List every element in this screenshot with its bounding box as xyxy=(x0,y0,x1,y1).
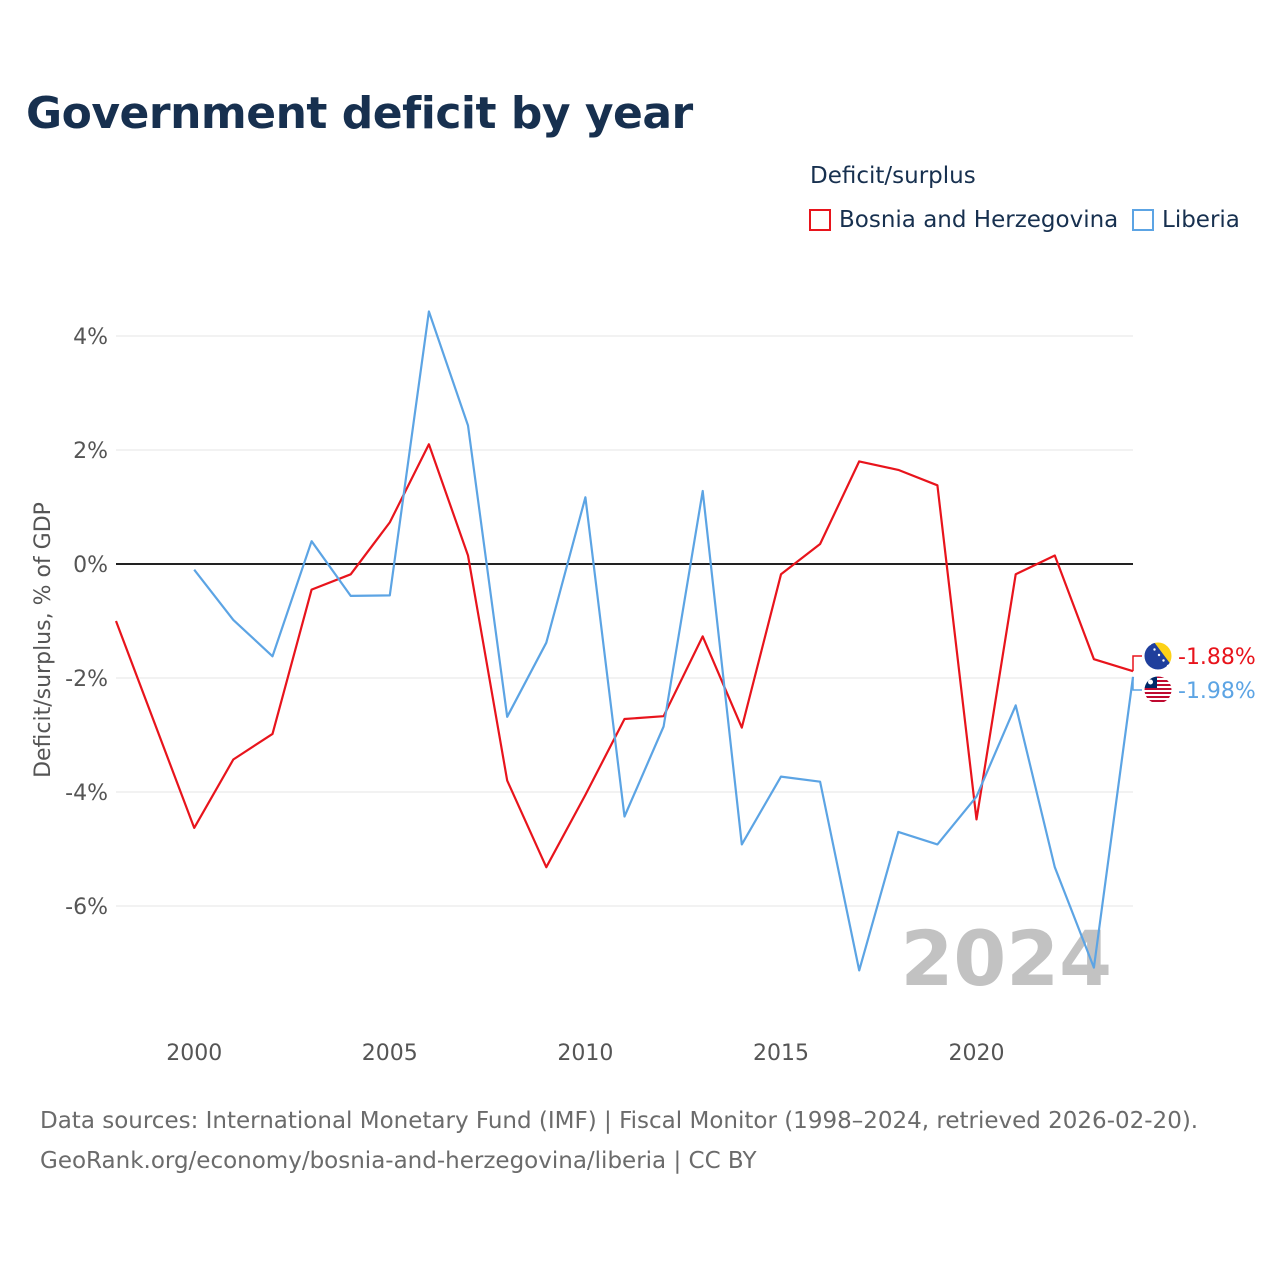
y-axis-label: Deficit/surplus, % of GDP xyxy=(31,502,56,778)
flag-ring-bosnia xyxy=(1143,641,1173,671)
end-connector-liberia xyxy=(1132,676,1142,691)
end-connector-bosnia xyxy=(1132,655,1142,672)
bosnia-flag-icon xyxy=(1144,642,1172,670)
y-tick-label: -6% xyxy=(65,895,108,920)
legend-swatch-bosnia xyxy=(809,209,831,231)
legend-title: Deficit/surplus xyxy=(810,163,976,189)
legend-item-liberia[interactable]: Liberia xyxy=(1132,205,1240,235)
x-tick-label: 2015 xyxy=(753,1041,809,1066)
legend-label-liberia: Liberia xyxy=(1162,207,1240,233)
y-tick-label: -2% xyxy=(65,667,108,692)
year-watermark: 2024 xyxy=(900,914,1112,1003)
x-tick-label: 2000 xyxy=(166,1041,222,1066)
legend-label-bosnia: Bosnia and Herzegovina xyxy=(839,207,1119,233)
end-value-label-liberia: -1.98% xyxy=(1178,679,1256,704)
series-line-liberia xyxy=(193,310,1135,972)
y-tick-label: 0% xyxy=(73,553,108,578)
liberia-flag-icon xyxy=(1144,676,1172,704)
series-line-bosnia xyxy=(114,443,1134,869)
x-tick-label: 2005 xyxy=(362,1041,418,1066)
x-tick-label: 2020 xyxy=(949,1041,1005,1066)
source-text: Data sources: International Monetary Fun… xyxy=(40,1108,1199,1134)
y-tick-label: 2% xyxy=(73,439,108,464)
legend-item-bosnia[interactable]: Bosnia and Herzegovina xyxy=(809,205,1118,235)
end-value-label-bosnia: -1.88% xyxy=(1178,645,1256,670)
source-link[interactable]: GeoRank.org/economy/bosnia-and-herzegovi… xyxy=(40,1148,757,1174)
y-tick-label: -4% xyxy=(65,781,108,806)
legend-swatch-liberia xyxy=(1132,209,1154,231)
x-tick-label: 2010 xyxy=(557,1041,613,1066)
flag-ring-liberia xyxy=(1143,675,1173,705)
chart-title: Government deficit by year xyxy=(26,88,693,139)
y-tick-label: 4% xyxy=(73,325,108,350)
